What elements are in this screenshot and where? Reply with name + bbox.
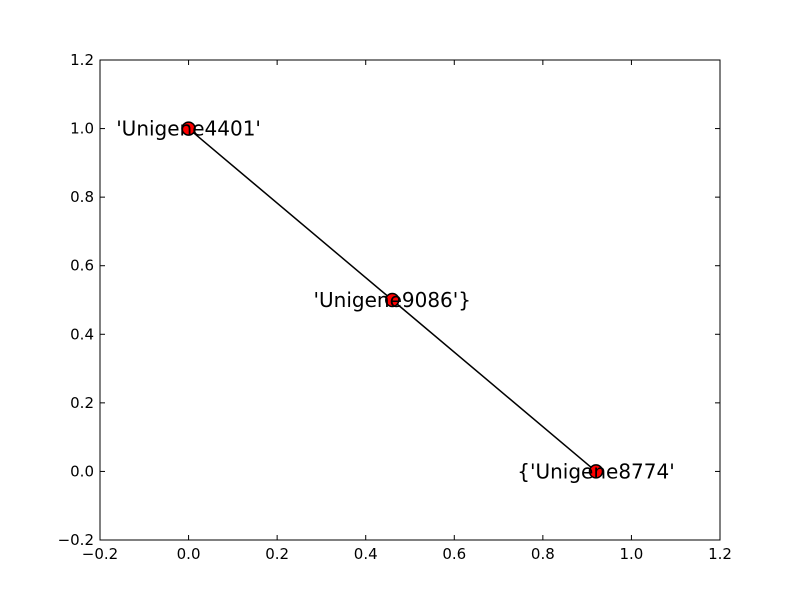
- edge-0: [188, 127, 393, 301]
- y-tick-label: 0.0: [70, 462, 94, 480]
- x-axis: −0.2 0.0 0.2 0.4 0.6 0.8 1.0 1.2: [82, 60, 732, 563]
- x-tick-label: 0.6: [442, 545, 466, 563]
- node-label-2: {'Unigene8774': [517, 459, 674, 483]
- y-tick-label: 0.2: [70, 394, 94, 412]
- node-label-1: 'Unigene9086'}: [314, 288, 471, 312]
- y-axis: −0.2 0.0 0.2 0.4 0.6 0.8 1.0 1.2: [58, 51, 720, 549]
- y-tick-label: 0.6: [70, 257, 94, 275]
- node-point-0: [181, 121, 196, 136]
- x-tick-label: 1.0: [619, 545, 643, 563]
- nodes-layer: [181, 121, 604, 479]
- x-tick-label: 0.0: [177, 545, 201, 563]
- x-tick-label: 0.4: [354, 545, 378, 563]
- plot-frame: [99, 59, 721, 541]
- node-point-1: [385, 292, 400, 308]
- x-tick-label: 1.2: [708, 545, 732, 563]
- edges-layer: [188, 127, 597, 473]
- x-tick-label: 0.8: [531, 545, 555, 563]
- y-tick-label: 0.4: [70, 325, 94, 343]
- y-tick-label: 1.0: [70, 120, 94, 138]
- node-point-2: [588, 464, 604, 479]
- x-tick-label: 0.2: [265, 545, 289, 563]
- y-tick-label: 1.2: [70, 51, 94, 69]
- labels-layer: 'Unigene4401' 'Unigene9086'} {'Unigene8774…: [116, 117, 675, 484]
- x-tick-label: −0.2: [82, 545, 118, 563]
- y-tick-label: −0.2: [58, 531, 94, 549]
- edge-1: [391, 299, 597, 473]
- node-label-0: 'Unigene4401': [116, 117, 261, 141]
- y-tick-label: 0.8: [70, 188, 94, 206]
